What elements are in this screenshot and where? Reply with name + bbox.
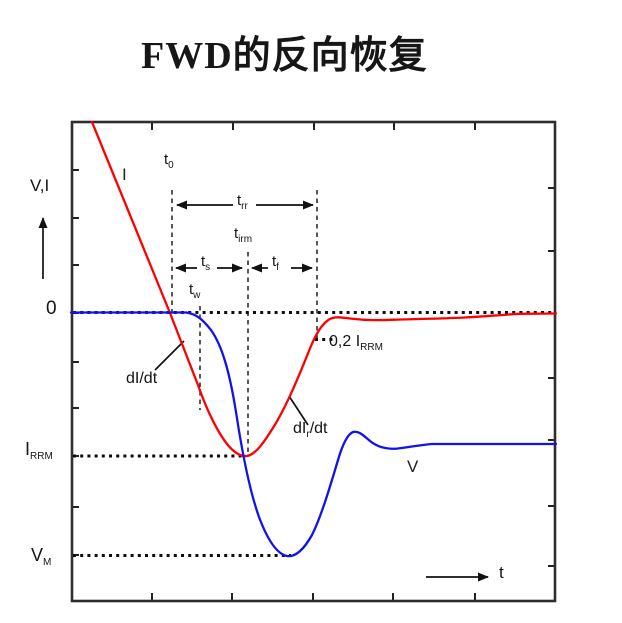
- trr-label: trr: [237, 193, 248, 212]
- vm-label-main: V: [31, 545, 44, 565]
- dirdt-label-post: /dt: [309, 420, 328, 437]
- threshold-label: 0,2 IRRM: [329, 334, 383, 353]
- dirdt-label: dIr/dt: [293, 421, 327, 440]
- irrm-label-main: I: [25, 439, 31, 459]
- tw-label: tw: [189, 282, 200, 301]
- threshold-label-sub: RRM: [360, 342, 383, 353]
- voltage-curve-label: V: [407, 457, 419, 476]
- x-axis-label: t: [499, 563, 504, 582]
- vm-label: VM: [31, 546, 51, 568]
- t0-label-main: t: [164, 151, 169, 168]
- tirm-label: tirm: [234, 226, 252, 245]
- vm-label-sub: M: [43, 557, 52, 568]
- voltage-curve: [69, 311, 558, 558]
- dirdt-label-sub: r: [306, 429, 310, 440]
- ts-label-main: t: [201, 253, 206, 270]
- tf-label: tf: [272, 254, 279, 273]
- current-curve-label: I: [122, 165, 127, 184]
- tirm-label-main: t: [234, 225, 239, 242]
- trr-label-main: t: [237, 192, 242, 209]
- figure-title: FWD的反向恢复: [141, 35, 428, 77]
- dirdt-callout-line: [288, 395, 309, 426]
- irrm-label-sub: RRM: [30, 451, 53, 462]
- ts-label-sub: s: [205, 262, 211, 273]
- tw-label-sub: w: [193, 290, 201, 301]
- didt-callout-line: [154, 340, 185, 371]
- dirdt-label-pre: dI: [293, 420, 307, 437]
- t0-label-sub: 0: [168, 160, 174, 171]
- threshold-label-pre: 0,2 I: [329, 333, 361, 350]
- tirm-label-sub: irm: [238, 234, 253, 245]
- axis-ticks: [73, 123, 554, 600]
- y-axis-label: V,I: [30, 176, 50, 195]
- ts-label: ts: [201, 254, 210, 273]
- tw-label-main: t: [189, 281, 194, 298]
- trr-label-sub: rr: [241, 201, 248, 212]
- irrm-label: IRRM: [25, 440, 53, 462]
- tf-label-sub: f: [276, 262, 279, 273]
- plot-frame: [70, 120, 557, 603]
- zero-label: 0: [46, 298, 57, 319]
- t0-label: t0: [164, 152, 174, 171]
- interval-arrows: [175, 200, 314, 273]
- tf-label-main: t: [272, 253, 277, 270]
- current-curve: [90, 120, 558, 458]
- didt-label: dI/dt: [126, 370, 158, 387]
